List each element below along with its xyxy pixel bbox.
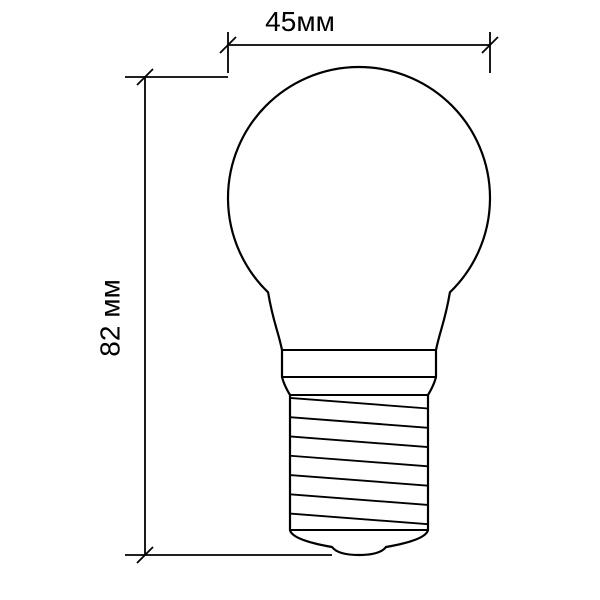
bulb-outline [228, 67, 490, 555]
bulb-technical-drawing [0, 0, 600, 600]
height-dimension-label: 82 мм [95, 279, 127, 356]
width-dimension-label: 45мм [265, 6, 335, 38]
